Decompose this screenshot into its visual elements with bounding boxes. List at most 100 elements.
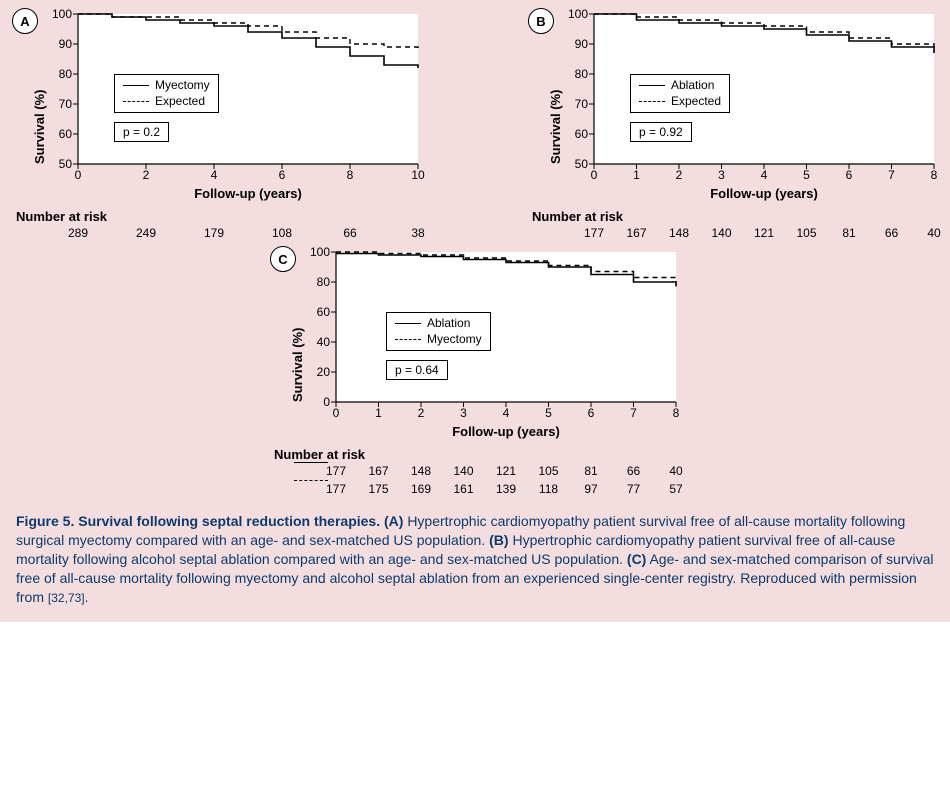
x-tick-label: 2 [676, 164, 683, 182]
top-row: A50607080901000246810MyectomyExpectedp =… [16, 12, 934, 242]
risk-value: 57 [669, 482, 682, 496]
y-tick-label: 70 [59, 97, 78, 111]
risk-value: 40 [669, 464, 682, 478]
x-tick-label: 7 [888, 164, 895, 182]
legend: AblationMyectomy [386, 312, 491, 351]
risk-value: 38 [411, 226, 424, 240]
figure-label: Figure 5. [16, 513, 74, 529]
risk-value: 177 [584, 226, 604, 240]
risk-value: 108 [272, 226, 292, 240]
risk-title: Number at risk [16, 209, 418, 224]
risk-value: 118 [539, 482, 558, 496]
risk-value: 148 [669, 226, 689, 240]
x-tick-label: 4 [761, 164, 768, 182]
risk-value: 289 [68, 226, 88, 240]
risk-value: 175 [368, 482, 388, 496]
legend-label: Expected [155, 94, 205, 110]
p-value: p = 0.2 [114, 122, 169, 142]
risk-title: Number at risk [532, 209, 934, 224]
risk-value: 167 [626, 226, 646, 240]
x-tick-label: 6 [588, 402, 595, 420]
risk-value: 97 [584, 482, 597, 496]
y-tick-label: 60 [317, 305, 336, 319]
panels-area: A50607080901000246810MyectomyExpectedp =… [16, 12, 934, 498]
risk-value: 40 [927, 226, 940, 240]
risk-value: 66 [885, 226, 898, 240]
risk-value: 161 [453, 482, 473, 496]
x-tick-label: 2 [418, 402, 425, 420]
x-tick-label: 6 [846, 164, 853, 182]
y-tick-label: 60 [59, 127, 78, 141]
risk-value: 169 [411, 482, 431, 496]
y-axis-title: Survival (%) [32, 90, 47, 164]
x-tick-label: 1 [633, 164, 640, 182]
risk-value: 148 [411, 464, 431, 478]
panel-b: B5060708090100012345678AblationExpectedp… [532, 12, 934, 242]
panel-label: A [12, 8, 38, 34]
legend: AblationExpected [630, 74, 730, 113]
y-tick-label: 70 [575, 97, 594, 111]
legend-label: Expected [671, 94, 721, 110]
risk-value: 121 [754, 226, 774, 240]
legend-label: Myectomy [427, 332, 482, 348]
y-tick-label: 100 [52, 7, 78, 21]
risk-value: 167 [368, 464, 388, 478]
x-axis-title: Follow-up (years) [78, 186, 418, 201]
risk-value: 105 [538, 464, 558, 478]
figure-caption: Figure 5. Survival following septal redu… [16, 512, 934, 606]
panel-label: C [270, 246, 296, 272]
risk-value: 81 [842, 226, 855, 240]
x-axis-title: Follow-up (years) [594, 186, 934, 201]
y-tick-label: 90 [59, 37, 78, 51]
x-tick-label: 3 [460, 402, 467, 420]
x-tick-label: 5 [545, 402, 552, 420]
figure-5: A50607080901000246810MyectomyExpectedp =… [0, 0, 950, 622]
x-tick-label: 10 [411, 164, 424, 182]
y-tick-label: 100 [568, 7, 594, 21]
chart-plot-area: 020406080100012345678AblationMyectomyp =… [336, 252, 676, 402]
risk-value: 249 [136, 226, 156, 240]
risk-value: 66 [343, 226, 356, 240]
p-value: p = 0.64 [386, 360, 448, 380]
y-tick-label: 80 [575, 67, 594, 81]
x-axis-title: Follow-up (years) [336, 424, 676, 439]
risk-title: Number at risk [274, 447, 676, 462]
x-tick-label: 8 [347, 164, 354, 182]
number-at-risk: Number at risk177167148140121105816640 [532, 209, 934, 242]
legend-label: Ablation [671, 78, 714, 94]
risk-value: 139 [496, 482, 516, 496]
legend: MyectomyExpected [114, 74, 219, 113]
y-axis-title: Survival (%) [548, 90, 563, 164]
chart-plot-area: 50607080901000246810MyectomyExpectedp = … [78, 14, 418, 164]
y-tick-label: 80 [317, 275, 336, 289]
risk-value: 66 [627, 464, 640, 478]
x-tick-label: 1 [375, 402, 382, 420]
legend-label: Ablation [427, 316, 470, 332]
risk-value: 140 [453, 464, 473, 478]
risk-value: 77 [627, 482, 640, 496]
caption-a-label: (A) [384, 513, 403, 529]
caption-refs: [32,73] [48, 591, 85, 605]
risk-value: 177 [326, 464, 346, 478]
y-tick-label: 80 [59, 67, 78, 81]
number-at-risk: Number at risk2892491791086638 [16, 209, 418, 242]
panel-a: A50607080901000246810MyectomyExpectedp =… [16, 12, 418, 242]
y-tick-label: 40 [317, 335, 336, 349]
risk-value: 81 [584, 464, 597, 478]
panel-c: C020406080100012345678AblationMyectomyp … [274, 250, 676, 498]
x-tick-label: 3 [718, 164, 725, 182]
x-tick-label: 0 [75, 164, 82, 182]
x-tick-label: 8 [673, 402, 680, 420]
caption-c-label: (C) [627, 551, 646, 567]
y-tick-label: 90 [575, 37, 594, 51]
risk-value: 140 [711, 226, 731, 240]
figure-title: Survival following septal reduction ther… [78, 513, 380, 529]
x-tick-label: 4 [211, 164, 218, 182]
x-tick-label: 2 [143, 164, 150, 182]
x-tick-label: 4 [503, 402, 510, 420]
bottom-row: C020406080100012345678AblationMyectomyp … [16, 250, 934, 498]
x-tick-label: 6 [279, 164, 286, 182]
x-tick-label: 8 [931, 164, 938, 182]
x-tick-label: 0 [333, 402, 340, 420]
y-tick-label: 60 [575, 127, 594, 141]
